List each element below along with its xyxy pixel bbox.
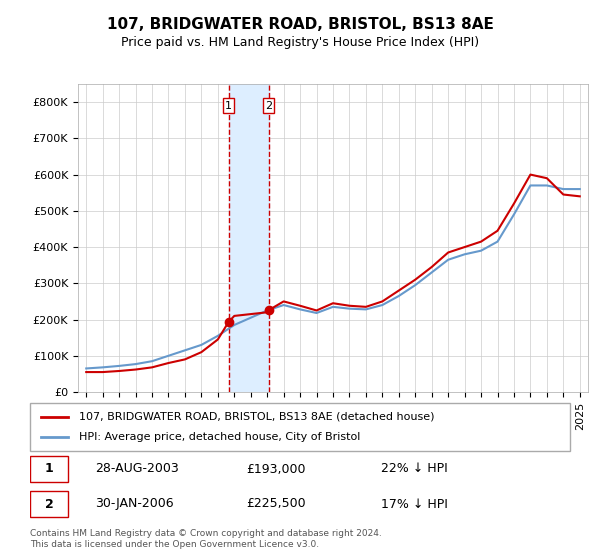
Text: 17% ↓ HPI: 17% ↓ HPI — [381, 497, 448, 511]
Text: 30-JAN-2006: 30-JAN-2006 — [95, 497, 173, 511]
Text: £193,000: £193,000 — [246, 463, 305, 475]
Text: 107, BRIDGWATER ROAD, BRISTOL, BS13 8AE (detached house): 107, BRIDGWATER ROAD, BRISTOL, BS13 8AE … — [79, 412, 434, 422]
Text: Contains HM Land Registry data © Crown copyright and database right 2024.
This d: Contains HM Land Registry data © Crown c… — [30, 529, 382, 549]
FancyBboxPatch shape — [30, 403, 570, 451]
Text: HPI: Average price, detached house, City of Bristol: HPI: Average price, detached house, City… — [79, 432, 360, 442]
Text: 1: 1 — [44, 463, 53, 475]
FancyBboxPatch shape — [30, 456, 68, 482]
Bar — [229, 84, 269, 392]
Text: 28-AUG-2003: 28-AUG-2003 — [95, 463, 179, 475]
Text: £225,500: £225,500 — [246, 497, 305, 511]
Text: Price paid vs. HM Land Registry's House Price Index (HPI): Price paid vs. HM Land Registry's House … — [121, 36, 479, 49]
FancyBboxPatch shape — [30, 491, 68, 517]
Text: 22% ↓ HPI: 22% ↓ HPI — [381, 463, 448, 475]
Text: 1: 1 — [225, 101, 232, 110]
Text: 2: 2 — [44, 497, 53, 511]
Text: 107, BRIDGWATER ROAD, BRISTOL, BS13 8AE: 107, BRIDGWATER ROAD, BRISTOL, BS13 8AE — [107, 17, 493, 32]
Text: 2: 2 — [265, 101, 272, 110]
